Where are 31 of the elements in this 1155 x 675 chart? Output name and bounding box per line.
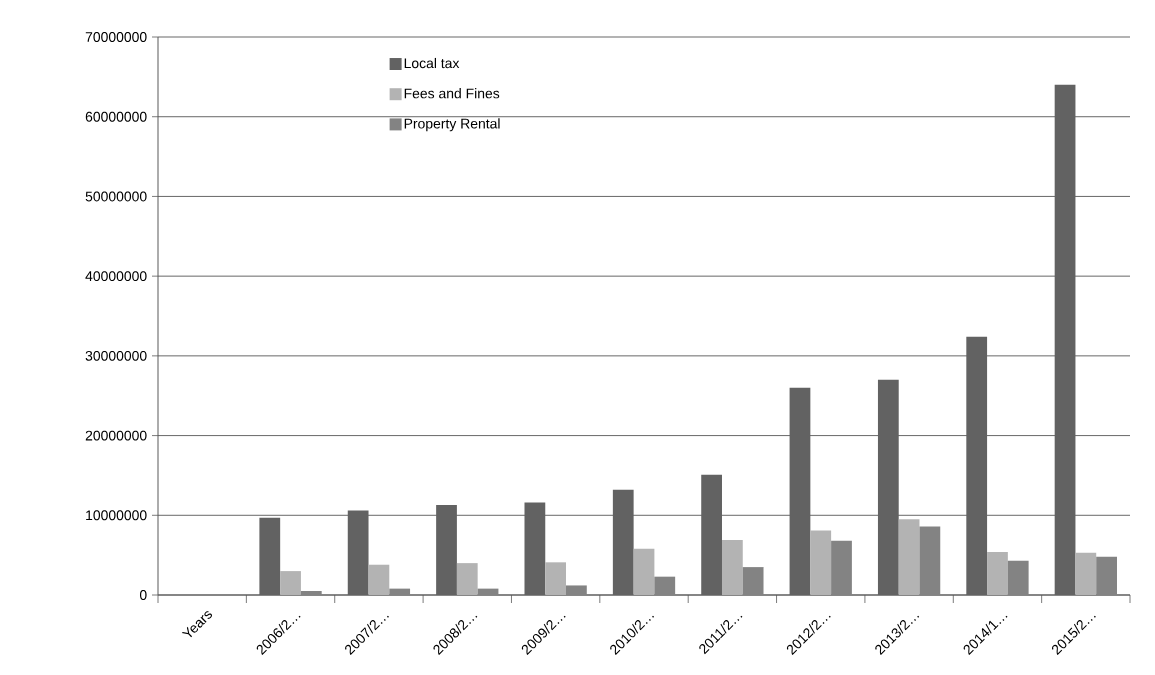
bar [1007, 560, 1029, 596]
bar [721, 540, 743, 596]
bar [389, 588, 411, 596]
bar [987, 551, 1008, 596]
bar [300, 591, 322, 596]
bar [368, 564, 390, 596]
bar [545, 562, 567, 596]
legend-label: Property Rental [404, 118, 500, 132]
legend-label: Local tax [404, 57, 460, 69]
y-tick-label: 70000000 [85, 32, 147, 42]
bar [280, 571, 301, 596]
y-tick-label: 10000000 [86, 510, 147, 521]
bar [633, 548, 655, 596]
bar [456, 563, 478, 596]
bar [566, 585, 587, 596]
bar [919, 526, 941, 596]
bar [654, 576, 676, 596]
legend-label: Fees and Fines [404, 88, 500, 99]
y-tick-label: 20000000 [85, 430, 147, 441]
y-tick-label: 60000000 [85, 111, 147, 122]
y-tick-label: 40000000 [85, 271, 147, 282]
bar [898, 519, 920, 596]
bar [1075, 552, 1097, 596]
y-tick-label: 0 [139, 590, 147, 600]
bar [1096, 556, 1117, 596]
bar [810, 530, 832, 596]
bar [831, 540, 852, 596]
bar [477, 588, 499, 596]
bar [742, 567, 764, 596]
y-tick-label: 50000000 [85, 191, 147, 202]
y-tick-label: 30000000 [85, 350, 147, 361]
